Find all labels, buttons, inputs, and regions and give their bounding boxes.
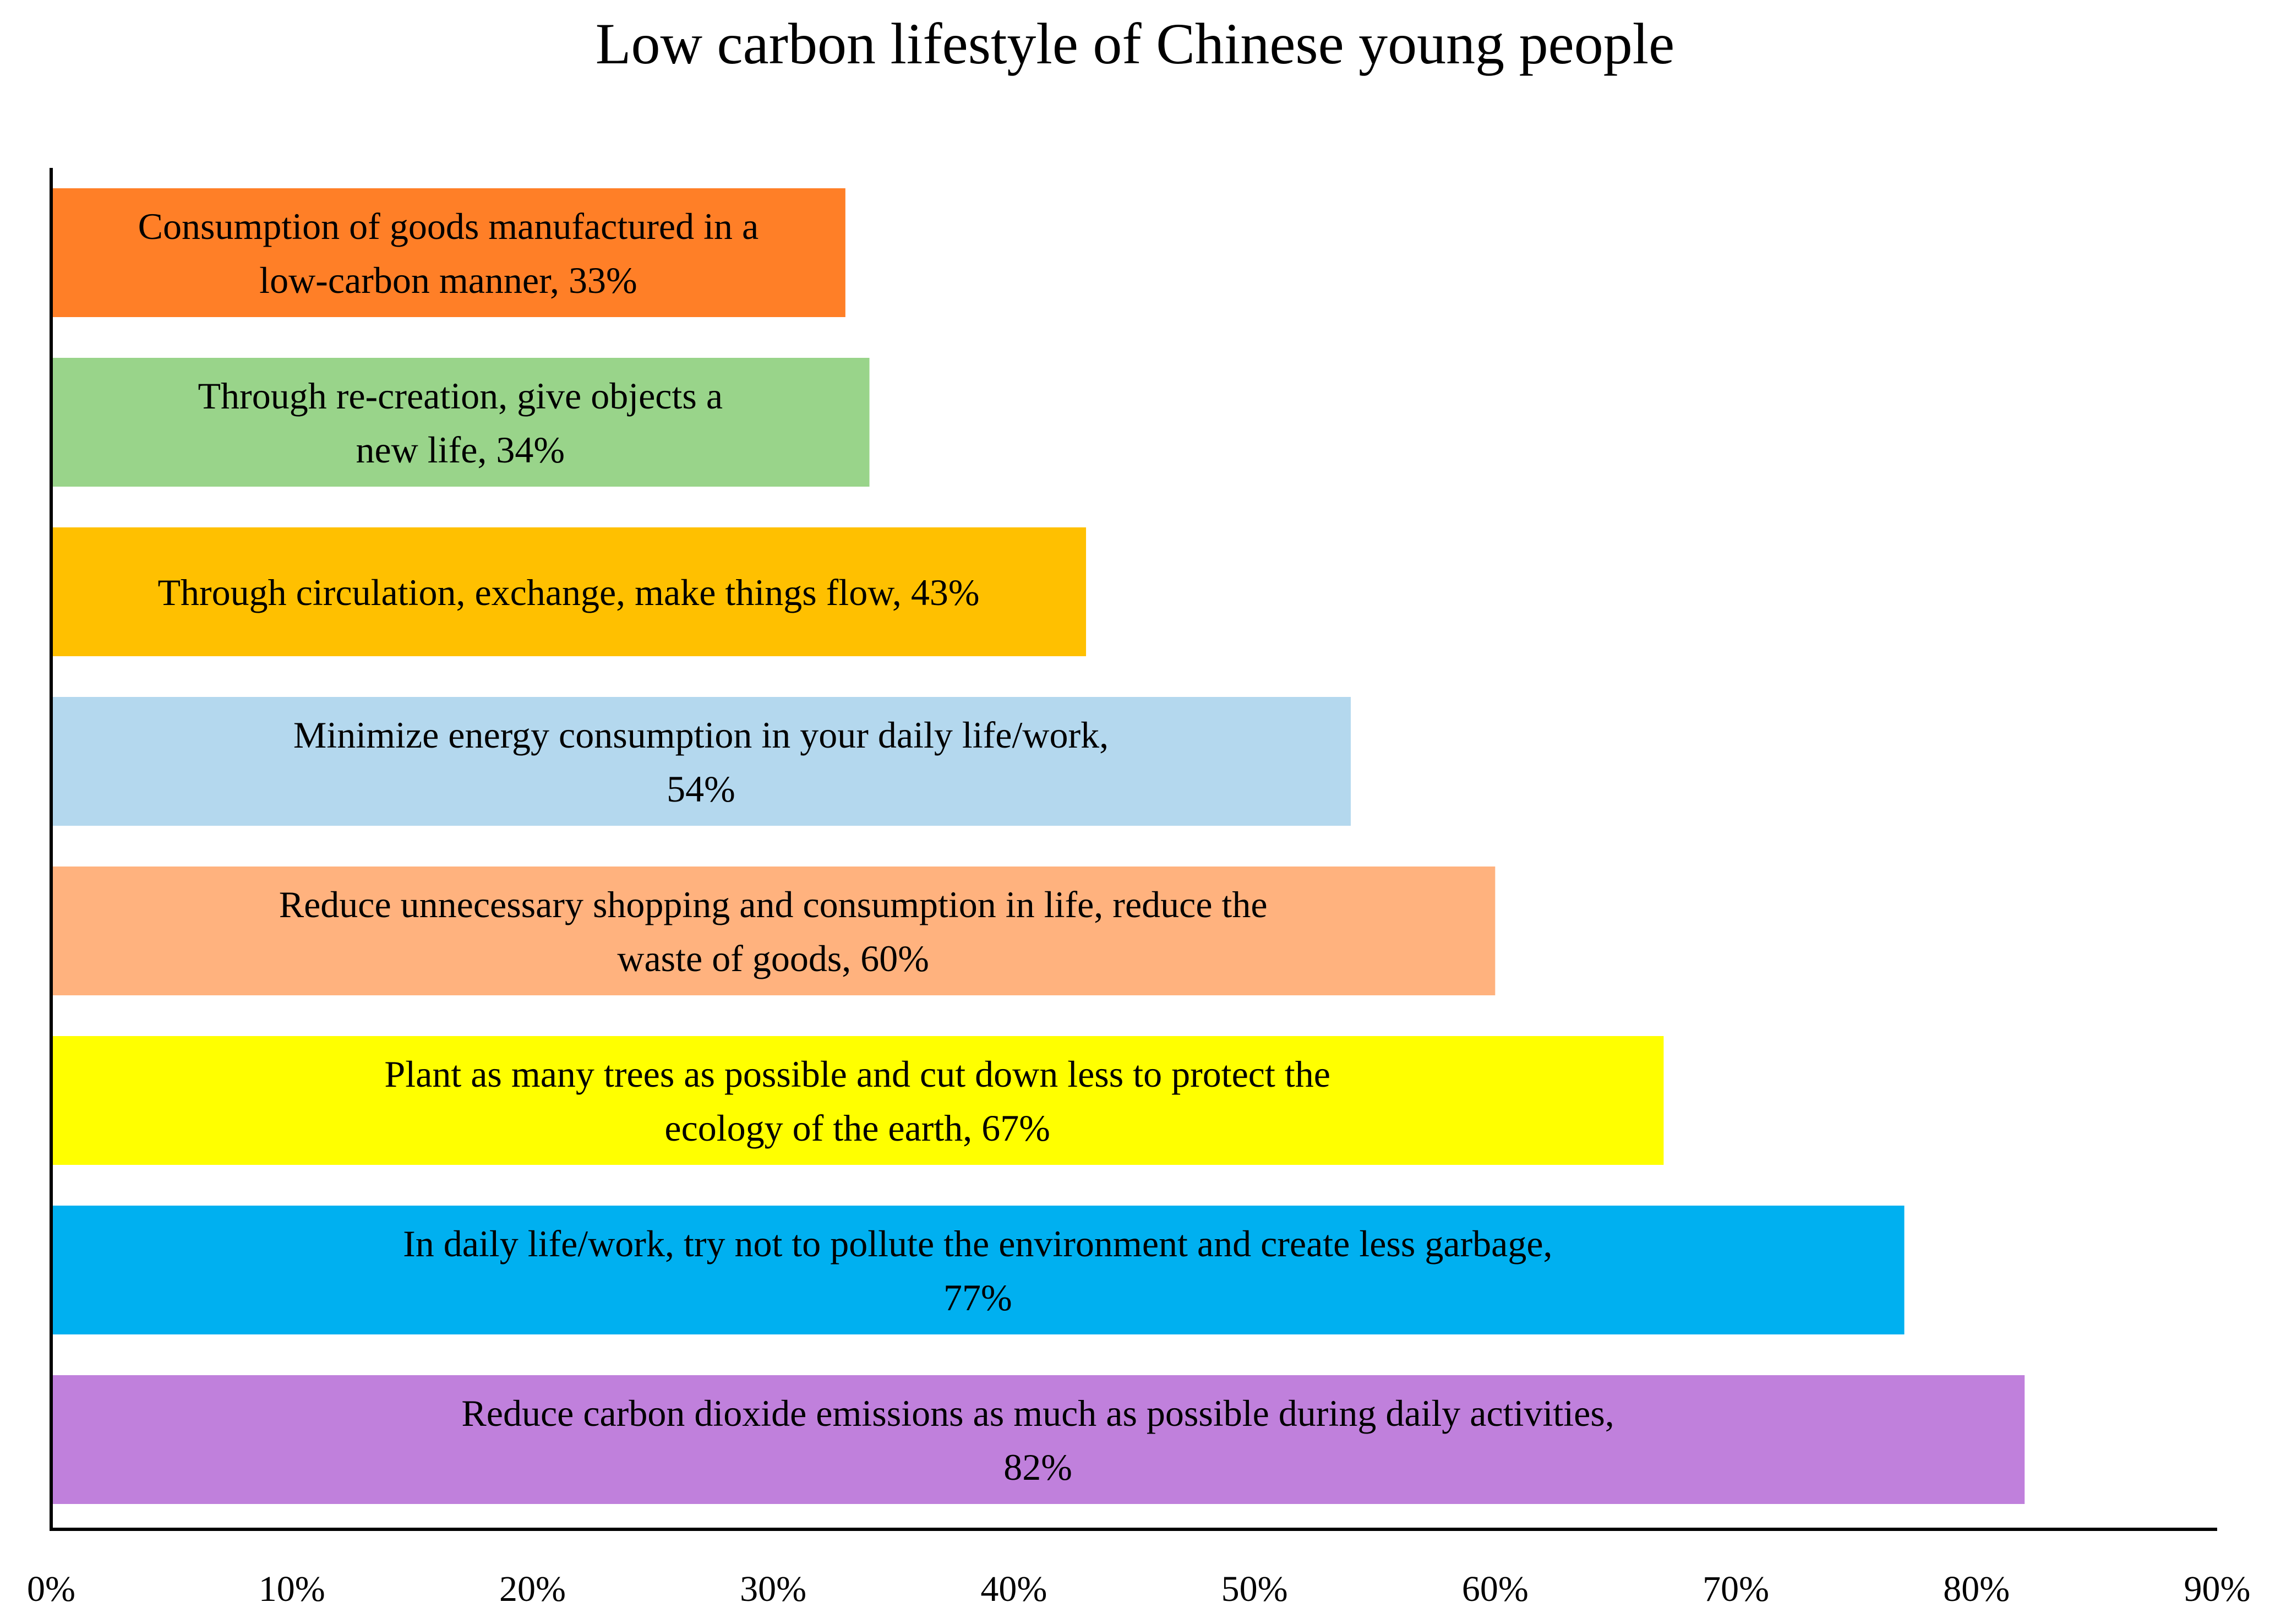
- bar-label-line: low-carbon manner, 33%: [259, 259, 637, 301]
- bar-label-3: Minimize energy consumption in your dail…: [293, 714, 1109, 810]
- bar-label-4: Reduce unnecessary shopping and consumpt…: [279, 884, 1268, 979]
- x-tick-label: 90%: [2184, 1569, 2251, 1609]
- bar-4: [51, 867, 1496, 995]
- bar-label-line: Minimize energy consumption in your dail…: [293, 714, 1109, 756]
- bar-labels-layer: Consumption of goods manufactured in a lo…: [138, 205, 1614, 1488]
- bar-label-line: Through circulation, exchange, make thin…: [158, 571, 980, 613]
- bar-label-line: 77%: [943, 1277, 1012, 1318]
- bar-5: [51, 1036, 1664, 1165]
- chart-title: Low carbon lifestyle of Chinese young pe…: [595, 12, 1675, 76]
- bar-label-6: In daily life/work, try not to pollute t…: [403, 1223, 1552, 1318]
- x-tick-labels: 0% 10% 20% 30% 40% 50% 60% 70% 80% 90%: [27, 1569, 2250, 1609]
- bar-label-line: 54%: [667, 768, 735, 810]
- bar-label-line: Consumption of goods manufactured in a: [138, 205, 759, 247]
- bar-3: [51, 697, 1351, 826]
- x-tick-label: 30%: [740, 1569, 806, 1609]
- bar-label-5: Plant as many trees as possible and cut …: [384, 1053, 1330, 1149]
- x-tick-label: 70%: [1703, 1569, 1769, 1609]
- bar-label-line: Reduce carbon dioxide emissions as much …: [461, 1392, 1614, 1434]
- bar-label-7: Reduce carbon dioxide emissions as much …: [461, 1392, 1614, 1488]
- x-tick-label: 50%: [1221, 1569, 1288, 1609]
- bar-label-line: ecology of the earth, 67%: [664, 1107, 1050, 1149]
- bar-6: [51, 1206, 1905, 1334]
- x-tick-label: 20%: [499, 1569, 566, 1609]
- bar-label-line: Plant as many trees as possible and cut …: [384, 1053, 1330, 1095]
- bars-layer: [51, 188, 2025, 1504]
- x-tick-label: 10%: [259, 1569, 325, 1609]
- bar-2: [51, 527, 1087, 656]
- x-tick-label: 40%: [980, 1569, 1047, 1609]
- bar-label-line: Reduce unnecessary shopping and consumpt…: [279, 884, 1268, 925]
- bar-label-2: Through circulation, exchange, make thin…: [158, 571, 980, 613]
- x-tick-label: 80%: [1943, 1569, 2010, 1609]
- bar-1: [51, 358, 870, 487]
- x-tick-label: 0%: [27, 1569, 75, 1609]
- bar-label-line: waste of goods, 60%: [617, 938, 929, 979]
- bar-label-line: In daily life/work, try not to pollute t…: [403, 1223, 1552, 1265]
- bar-label-0: Consumption of goods manufactured in a lo…: [138, 205, 759, 301]
- bar-label-1: Through re-creation, give objects a new l…: [198, 375, 723, 471]
- bar-label-line: Through re-creation, give objects a: [198, 375, 723, 417]
- bar-0: [51, 188, 845, 317]
- bar-7: [51, 1375, 2025, 1504]
- bar-label-line: new life, 34%: [356, 429, 565, 471]
- x-tick-label: 60%: [1462, 1569, 1529, 1609]
- bar-label-line: 82%: [1003, 1446, 1072, 1488]
